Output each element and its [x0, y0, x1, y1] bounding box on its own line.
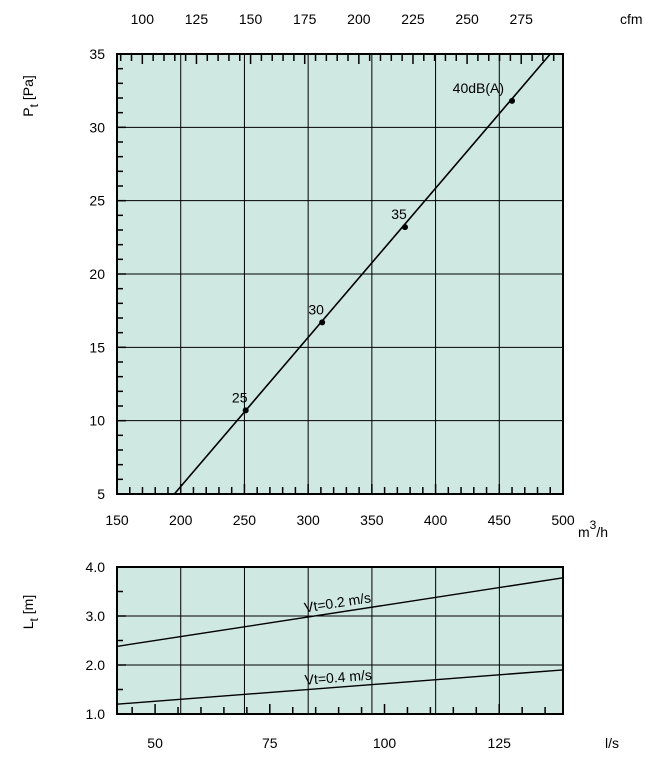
- plot-frame-pressure: [116, 53, 564, 495]
- y-axis-label: Pt [Pa]: [20, 75, 41, 116]
- series-line-pressure: [173, 53, 551, 495]
- x-tick-label: 100: [373, 735, 397, 751]
- x2-tick-label: 125: [185, 11, 209, 27]
- y-tick-label: 3.0: [86, 608, 106, 624]
- y-tick-label: 30: [89, 119, 105, 135]
- x-tick-label: 200: [169, 512, 193, 528]
- y-tick-label: 1.0: [86, 706, 106, 722]
- data-point-label: 40dB(A): [453, 80, 504, 96]
- x-axis-label: m3/h: [578, 518, 608, 540]
- x2-tick-label: 200: [347, 11, 371, 27]
- x-tick-label: 450: [488, 512, 512, 528]
- data-point-label: 25: [232, 389, 248, 405]
- x-axis-label: l/s: [605, 735, 619, 751]
- x2-axis-label: cfm: [620, 11, 643, 27]
- data-point: [401, 224, 408, 231]
- x2-tick-label: 175: [293, 11, 317, 27]
- y-tick-label: 15: [89, 339, 105, 355]
- x2-tick-label: 100: [131, 11, 155, 27]
- data-point: [319, 319, 326, 326]
- x2-tick-label: 225: [401, 11, 425, 27]
- x-tick-label: 150: [105, 512, 129, 528]
- x2-tick-label: 150: [239, 11, 263, 27]
- series-line-throw: [116, 577, 564, 648]
- y-tick-label: 10: [89, 413, 105, 429]
- x2-tick-label: 250: [455, 11, 479, 27]
- data-point-label: 30: [308, 301, 324, 317]
- y-tick-label: 20: [89, 266, 105, 282]
- plot-area-throw: [117, 567, 563, 714]
- x2-tick-label: 275: [510, 11, 534, 27]
- y-tick-label: 25: [89, 193, 105, 209]
- x-tick-label: 400: [424, 512, 448, 528]
- x-tick-label: 75: [262, 735, 278, 751]
- series-label: Vt=0.4 m/s: [304, 667, 372, 688]
- x-tick-label: 300: [296, 512, 320, 528]
- y-tick-label: 4.0: [86, 559, 106, 575]
- y-tick-label: 2.0: [86, 657, 106, 673]
- series-line-throw: [116, 669, 564, 705]
- x-tick-label: 125: [488, 735, 512, 751]
- plot-frame-throw: [116, 566, 564, 715]
- y-tick-label: 35: [89, 46, 105, 62]
- x-tick-label: 50: [147, 735, 163, 751]
- y-axis-label: Lt [m]: [20, 595, 41, 629]
- x-tick-label: 500: [551, 512, 575, 528]
- data-point-label: 35: [391, 206, 407, 222]
- x-tick-label: 250: [233, 512, 257, 528]
- data-point: [509, 97, 516, 104]
- data-point: [242, 407, 249, 414]
- x-tick-label: 350: [360, 512, 384, 528]
- y-tick-label: 5: [97, 486, 105, 502]
